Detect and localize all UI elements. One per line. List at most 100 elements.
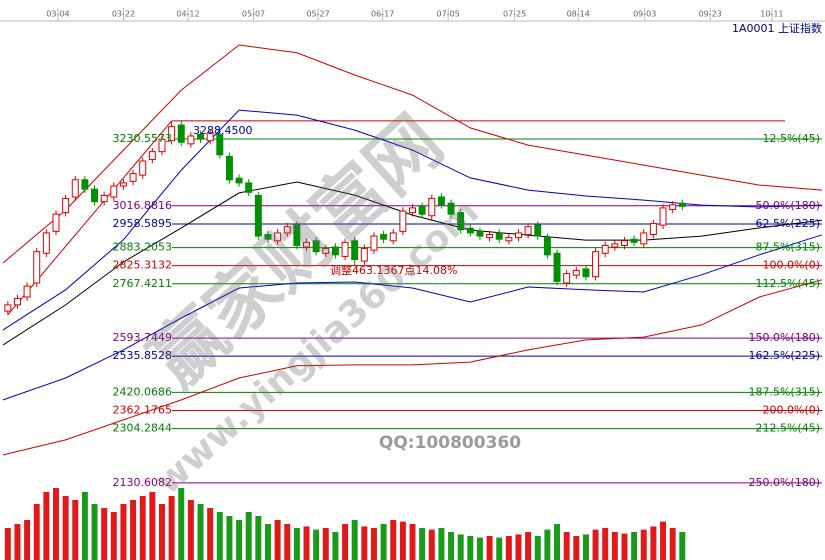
volume-bar	[43, 492, 50, 560]
candle-body	[322, 248, 330, 254]
volume-bar	[486, 536, 493, 560]
candle-body	[119, 182, 127, 187]
volume-bar	[236, 520, 243, 560]
volume-bar	[168, 496, 175, 560]
volume-bar	[303, 526, 310, 560]
volume-bar	[187, 500, 194, 560]
volume-bar	[313, 529, 320, 560]
level-price-label: 2767.4211	[113, 277, 173, 290]
volume-bar	[24, 520, 31, 560]
x-tick-label: 08-14	[567, 10, 590, 19]
x-tick-label: 10-11	[760, 10, 783, 19]
level-price-label: 2883.2053	[113, 241, 173, 254]
level-ratio-label: 200.0%(0)	[762, 403, 820, 416]
candle-body	[640, 232, 648, 245]
volume-bar	[419, 528, 426, 560]
level-ratio-label: 212.5%(45)	[755, 422, 820, 435]
volume-bar	[448, 532, 455, 560]
volume-bar	[563, 532, 570, 560]
volume-bar	[322, 528, 329, 560]
volume-bar	[602, 528, 609, 560]
volume-bar	[467, 536, 474, 560]
candle-body	[139, 160, 147, 176]
labels: 1A0001 上证指数 调整463.1367点14.08% 03-04 03-22…	[46, 8, 822, 489]
level-ratio-label: 62.5%(225)	[755, 217, 820, 230]
volume-bar	[361, 526, 368, 560]
volume-bar	[505, 536, 512, 560]
volume-bar	[631, 532, 638, 560]
candle-body	[71, 179, 79, 198]
volume-bar	[130, 500, 137, 560]
candle-body	[245, 182, 253, 193]
volume-bar	[515, 534, 522, 560]
candle-body	[91, 188, 99, 203]
candle-body	[563, 273, 571, 284]
level-price-label: 2130.6082	[113, 476, 173, 489]
candle-body	[486, 234, 494, 239]
candle-body	[678, 202, 686, 207]
level-price-label: 3230.5573	[113, 132, 173, 145]
volume-bar	[139, 496, 146, 560]
candle-body	[293, 224, 301, 246]
candle-body	[42, 232, 50, 254]
volume-bar	[226, 516, 233, 560]
candle-body	[283, 226, 291, 234]
volume-bar	[293, 528, 300, 560]
indicator-line	[2, 234, 823, 401]
candle-body	[437, 196, 445, 206]
level-price-label: 3016.8816	[113, 199, 173, 212]
candle-body	[235, 177, 243, 184]
x-tick-label: 07-25	[503, 10, 526, 19]
level-ratio-label: 250.0%(180)	[748, 476, 820, 489]
candle-body	[370, 235, 378, 251]
volume-bar	[216, 512, 223, 560]
x-tick-label: 04-12	[176, 10, 199, 19]
volume-bar	[399, 521, 406, 560]
x-tick-label: 03-04	[46, 10, 69, 19]
candle-body	[312, 240, 320, 253]
x-tick-label: 09-23	[699, 10, 722, 19]
volume-bar	[4, 528, 11, 560]
volume-bar	[476, 537, 483, 560]
level-ratio-label: 100.0%(0)	[762, 259, 820, 272]
candle-body	[534, 224, 542, 237]
candle-body	[495, 232, 503, 240]
volume-bar	[544, 529, 551, 560]
candle-body	[216, 133, 224, 156]
candle-body	[351, 240, 359, 261]
candle-body	[168, 126, 176, 142]
volume-bar	[158, 504, 165, 560]
annotation: 调整463.1367点14.08%	[330, 263, 457, 277]
candles	[4, 120, 686, 315]
volume-bar	[669, 528, 676, 560]
volume-bar	[390, 520, 397, 560]
candle-body	[129, 173, 137, 182]
level-price-label: 2958.5895	[113, 217, 173, 230]
level-ratio-label: 50.0%(180)	[755, 199, 820, 212]
candle-body	[158, 138, 166, 153]
candle-body	[659, 207, 667, 226]
candle-body	[515, 232, 522, 239]
candle-body	[447, 202, 455, 215]
candle-body	[81, 179, 89, 190]
candle-body	[409, 207, 416, 214]
candle-body	[110, 185, 118, 198]
volume-bar	[255, 516, 262, 560]
level-ratio-label: 87.5%(315)	[755, 241, 820, 254]
volume-bar	[640, 529, 647, 560]
candle-body	[428, 198, 436, 217]
volume	[4, 488, 686, 560]
volume-bar	[284, 524, 291, 560]
level-price-label: 2825.3132	[113, 259, 173, 272]
level-price-label: 2304.2844	[113, 422, 173, 435]
volume-bar	[496, 537, 503, 560]
volume-bar	[534, 536, 541, 560]
volume-bar	[573, 536, 580, 560]
level-ratio-label: 150.0%(180)	[748, 331, 820, 344]
volume-bar	[14, 524, 21, 560]
candle-body	[62, 198, 70, 214]
volume-bar	[592, 529, 599, 560]
level-price-label: 2535.8528	[113, 349, 173, 362]
volume-bar	[660, 521, 667, 560]
candle-body	[331, 246, 339, 256]
